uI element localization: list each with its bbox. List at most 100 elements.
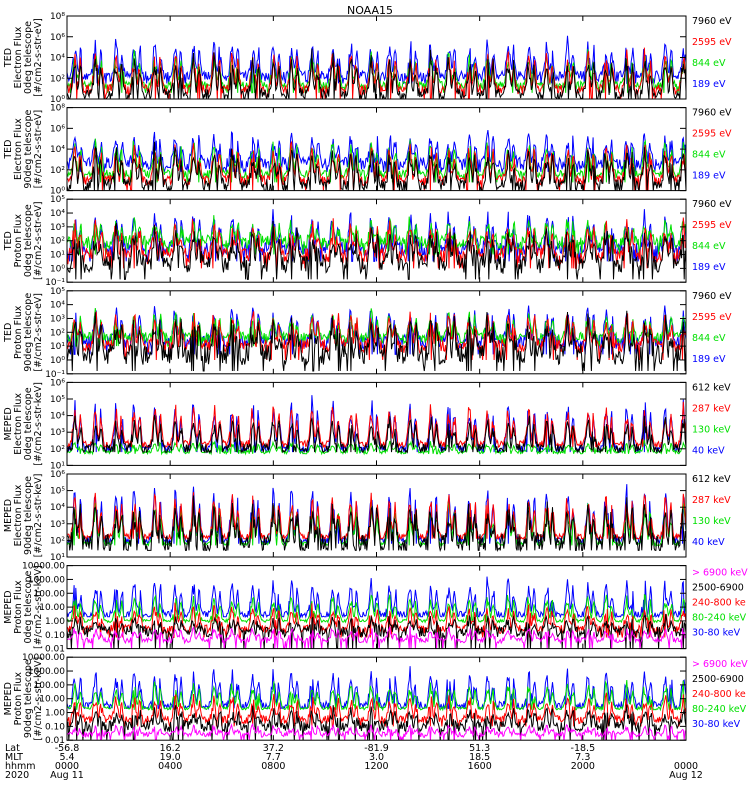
legend-p2-1: 2595 eV — [692, 129, 732, 140]
series-p8-blue — [67, 666, 686, 711]
series-p7-magenta — [67, 626, 686, 649]
ylabel-p7: MEPED Proton Flux 0deg telescope [#/cm2-s-s… — [3, 565, 44, 649]
ylabel-line-p1-3: [#/cm2-s-str-eV] — [33, 18, 44, 97]
ylabel-line-p5-0: MEPED — [3, 407, 14, 440]
ylabel-line-p6-2: 90deg telescope — [23, 476, 34, 555]
ytick-label-p2-3: 10⁶ — [50, 124, 65, 134]
time-tick-2-row-2: 0800 — [261, 761, 285, 772]
ylabel-line-p1-2: 0deg telescope — [23, 21, 34, 94]
panel-series-p3 — [67, 209, 686, 280]
time-tick-0-row-0: -56.8 — [55, 743, 80, 754]
time-tick-4-row-0: 51.3 — [469, 743, 490, 754]
series-p7-blue — [67, 576, 686, 619]
series-p7-black — [67, 613, 686, 649]
ytick-label-p6-4: 10⁵ — [50, 487, 65, 497]
legend-p1-2: 844 eV — [692, 58, 726, 69]
ytick-label-p8-5: 1000.00 — [28, 667, 65, 677]
legend-p8-1: 2500-6900 — [692, 674, 744, 685]
series-p3-red — [67, 217, 686, 269]
ytick-label-p5-5: 10⁶ — [50, 378, 65, 388]
legend-p8-4: 30-80 keV — [692, 719, 741, 730]
series-p5-black — [67, 414, 686, 455]
panel-series-p8 — [67, 666, 686, 741]
legend-p1-3: 189 eV — [692, 79, 726, 90]
time-tick-3-row-0: -81.9 — [364, 743, 389, 754]
ytick-label-p6-3: 10⁴ — [50, 503, 65, 513]
time-row-label-3: 2020 — [5, 770, 29, 781]
ylabel-line-p2-3: [#/cm2-s-str-eV] — [33, 110, 44, 189]
legend-p5-2: 130 keV — [692, 424, 731, 435]
panel-p8: 0.010.101.0010.00100.001000.0010000.00ME… — [3, 653, 748, 746]
ytick-label-p3-2: 10¹ — [50, 251, 65, 261]
ytick-label-p8-0: 0.01 — [45, 736, 65, 746]
time-tick-2-row-0: 37.2 — [263, 743, 284, 754]
series-p6-red — [67, 492, 686, 541]
ytick-label-p8-3: 10.00 — [39, 695, 65, 705]
ylabel-p4: TED Proton Flux 90deg telescope [#/cm2-s-st… — [3, 293, 44, 372]
ylabel-line-p5-2: 0deg telescope — [23, 387, 34, 460]
panel-series-p6 — [67, 484, 686, 553]
ytick-label-p8-1: 0.10 — [45, 722, 65, 732]
ylabel-line-p5-3: [#/cm2-s-str-keV] — [33, 382, 44, 466]
ytick-label-p6-0: 10¹ — [50, 553, 65, 563]
panel-series-p5 — [67, 395, 686, 456]
ytick-label-p7-0: 0.01 — [45, 645, 65, 655]
time-tick-0-row-1: 5.4 — [59, 752, 74, 763]
ytick-label-p6-5: 10⁶ — [50, 470, 65, 480]
ylabel-p8: MEPED Proton Flux 90deg telescope [#/cm2-s-… — [3, 657, 44, 741]
ylabel-line-p8-3: [#/cm2-s-str-keV] — [33, 657, 44, 741]
ylabel-line-p7-1: Proton Flux — [13, 580, 24, 634]
ylabel-line-p6-3: [#/cm2-s-str-keV] — [33, 474, 44, 558]
panel-p5: 10¹ 10² 10³ 10⁴ 10⁵ 10⁶ MEPED Electron Flux 0deg… — [3, 378, 731, 471]
ytick-label-p5-4: 10⁵ — [50, 395, 65, 405]
series-p3-blue — [67, 209, 686, 262]
ytick-label-p7-1: 0.10 — [45, 631, 65, 641]
ylabel-line-p3-0: TED — [3, 231, 14, 251]
time-tick-5-row-2: 2000 — [571, 761, 595, 772]
legend-p7-0: > 6900 keV — [692, 568, 748, 579]
ylabel-line-p7-0: MEPED — [3, 590, 14, 623]
legend-p4-3: 189 eV — [692, 354, 726, 365]
legend-p5-3: 40 keV — [692, 445, 725, 456]
ylabel-p3: TED Proton Flux 0deg telescope [#/cm2-s-str… — [3, 201, 44, 280]
legend-p6-3: 40 keV — [692, 537, 725, 548]
legend-p6-2: 130 keV — [692, 516, 731, 527]
ytick-label-p6-2: 10³ — [50, 520, 65, 530]
ylabel-p6: MEPED Electron Flux 90deg telescope [#/cm2-… — [3, 474, 44, 558]
ylabel-line-p1-1: Electron Flux — [13, 26, 24, 88]
ytick-label-p2-2: 10⁴ — [50, 145, 65, 155]
ytick-label-p3-1: 10⁰ — [50, 264, 65, 274]
panel-series-p4 — [67, 305, 686, 372]
time-tick-0-row-2: 0000 — [55, 761, 79, 772]
legend-p8-2: 240-800 ke — [692, 689, 746, 700]
series-p3-black — [67, 220, 686, 280]
ytick-label-p4-6: 10⁵ — [50, 287, 65, 297]
ytick-label-p4-3: 10² — [50, 328, 65, 338]
legend-p7-1: 2500-6900 — [692, 583, 744, 594]
panel-p4: 10⁻¹ 10⁰ 10¹ 10² 10³ 10⁴ 10⁵ TED Proton Flux 90de… — [3, 287, 732, 380]
ytick-label-p3-3: 10² — [50, 237, 65, 247]
panel-p7: 0.010.101.0010.00100.001000.0010000.00ME… — [3, 562, 748, 655]
series-p1-blue — [67, 35, 686, 84]
time-tick-3-row-2: 1200 — [364, 761, 388, 772]
ytick-label-p1-4: 10⁸ — [50, 12, 65, 22]
ylabel-line-p4-3: [#/cm2-s-str-eV] — [33, 293, 44, 372]
ytick-label-p7-2: 1.00 — [45, 617, 65, 627]
ylabel-line-p4-1: Proton Flux — [13, 305, 24, 359]
legend-p3-2: 844 eV — [692, 241, 726, 252]
series-p5-red — [67, 401, 686, 450]
ylabel-line-p8-0: MEPED — [3, 682, 14, 715]
legend-p6-1: 287 keV — [692, 495, 731, 506]
time-tick-4-row-2: 1600 — [468, 761, 492, 772]
ytick-label-p5-3: 10⁴ — [50, 412, 65, 422]
ylabel-p5: MEPED Electron Flux 0deg telescope [#/cm2-s… — [3, 382, 44, 466]
time-tick-1-row-1: 19.0 — [160, 752, 181, 763]
ylabel-line-p3-3: [#/cm2-s-str-eV] — [33, 201, 44, 280]
ylabel-line-p7-2: 0deg telescope — [23, 571, 34, 644]
legend-p7-4: 30-80 keV — [692, 628, 741, 639]
ylabel-line-p8-2: 90deg telescope — [23, 659, 34, 738]
series-p8-black — [67, 704, 686, 741]
